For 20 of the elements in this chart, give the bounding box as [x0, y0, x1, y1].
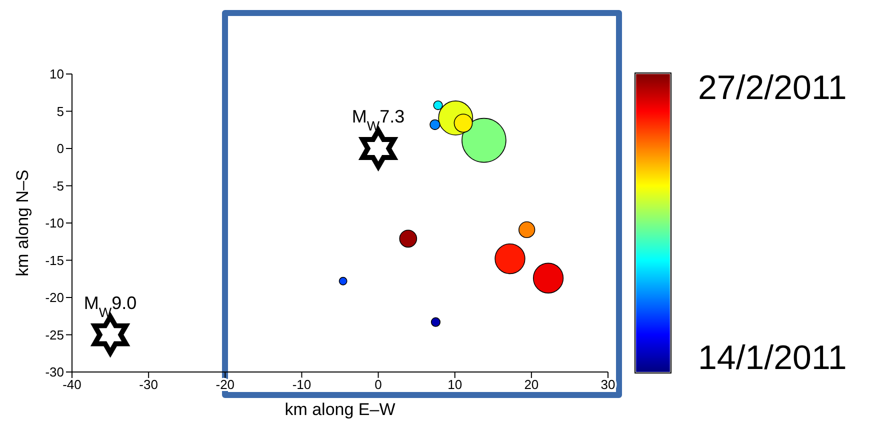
- y-tick-label: -5: [52, 178, 64, 194]
- y-tick-label: -20: [45, 290, 64, 306]
- y-tick-label: -15: [45, 252, 64, 268]
- x-tick-label: 10: [448, 377, 462, 392]
- y-tick-label: -25: [45, 327, 64, 342]
- y-tick-label: -30: [45, 364, 64, 380]
- x-tick-label: 20: [524, 377, 539, 392]
- color-bar-label: 27/2/2011: [698, 69, 847, 108]
- x-tick-label: -40: [62, 377, 82, 392]
- x-tick-label: 0: [374, 377, 382, 392]
- y-tick-label: 10: [50, 66, 64, 82]
- y-axis-title: km along N–S: [13, 170, 32, 276]
- x-axis-title: km along E–W: [284, 400, 396, 419]
- color-bar-label: 14/1/2011: [698, 338, 847, 377]
- x-tick-label: 30: [600, 377, 616, 392]
- x-tick-label: -30: [139, 377, 158, 392]
- y-tick-label: -10: [45, 216, 64, 231]
- y-tick-label: 5: [56, 104, 64, 119]
- y-tick-label: 0: [56, 141, 64, 156]
- x-tick-label: -10: [292, 377, 312, 392]
